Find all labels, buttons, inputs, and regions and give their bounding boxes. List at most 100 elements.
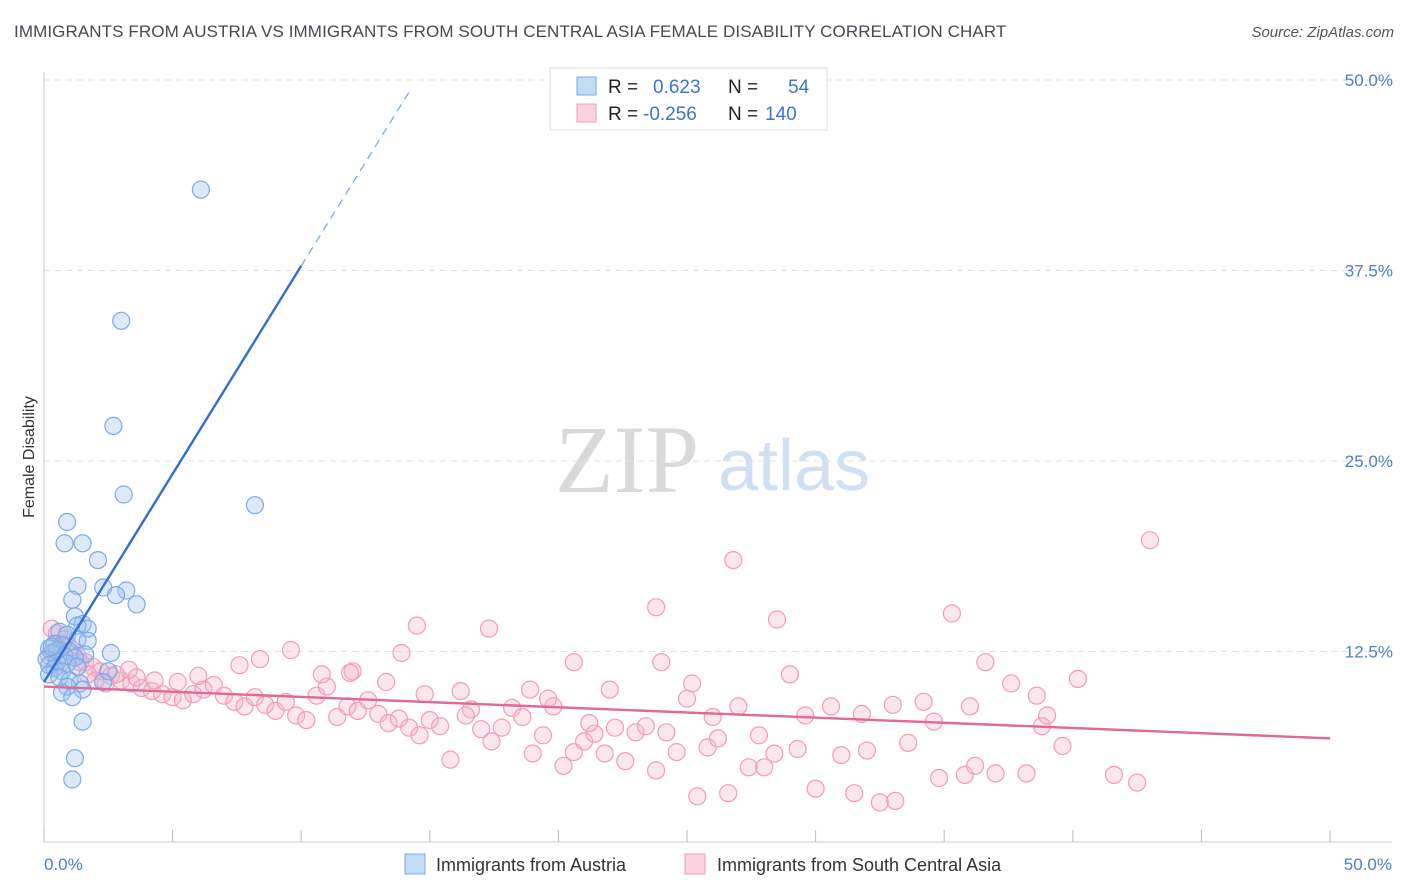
point-south-central-asia bbox=[392, 643, 411, 663]
point-south-central-asia bbox=[585, 724, 604, 743]
point-austria bbox=[63, 770, 82, 789]
point-austria bbox=[50, 668, 69, 687]
axes bbox=[43, 72, 1392, 843]
point-south-central-asia bbox=[899, 733, 918, 753]
point-south-central-asia bbox=[605, 718, 625, 737]
legend-n-value-austria: 54 bbox=[788, 77, 810, 98]
point-austria bbox=[112, 311, 131, 330]
bottom-legend-label-south-central-asia: Immigrants from South Central Asia bbox=[717, 855, 1002, 875]
watermark-atlas: atlas bbox=[718, 426, 870, 506]
point-austria bbox=[104, 416, 123, 435]
point-south-central-asia bbox=[788, 739, 807, 759]
point-south-central-asia bbox=[1017, 764, 1036, 783]
point-south-central-asia bbox=[431, 717, 450, 736]
legend-swatch-austria bbox=[576, 76, 597, 96]
point-south-central-asia bbox=[942, 604, 962, 623]
point-south-central-asia bbox=[870, 793, 890, 812]
point-south-central-asia bbox=[600, 680, 619, 699]
point-austria bbox=[106, 585, 126, 605]
y-tick-label: 25.0% bbox=[1345, 452, 1393, 471]
point-south-central-asia bbox=[287, 706, 306, 725]
bottom-legend-swatch-south-central-asia bbox=[684, 853, 706, 875]
point-south-central-asia bbox=[646, 598, 666, 617]
point-south-central-asia bbox=[479, 619, 499, 638]
point-austria bbox=[78, 631, 97, 650]
point-south-central-asia bbox=[245, 688, 264, 707]
watermark-zip: ZIP bbox=[555, 406, 699, 513]
point-south-central-asia bbox=[708, 729, 728, 748]
point-south-central-asia bbox=[729, 697, 748, 716]
point-south-central-asia bbox=[377, 672, 396, 692]
point-south-central-asia bbox=[250, 649, 270, 669]
point-south-central-asia bbox=[520, 680, 540, 699]
point-south-central-asia bbox=[832, 745, 851, 765]
chart-title: IMMIGRANTS FROM AUSTRIA VS IMMIGRANTS FR… bbox=[14, 22, 1007, 41]
point-south-central-asia bbox=[369, 704, 388, 724]
bottom-legend-swatch-austria bbox=[404, 853, 426, 875]
point-south-central-asia bbox=[646, 761, 666, 780]
legend-r-value-austria: 0.623 bbox=[653, 77, 701, 98]
point-south-central-asia bbox=[595, 744, 614, 763]
point-austria bbox=[245, 496, 264, 515]
point-south-central-asia bbox=[189, 666, 208, 686]
point-south-central-asia bbox=[574, 732, 594, 751]
point-south-central-asia bbox=[1053, 736, 1072, 756]
point-south-central-asia bbox=[472, 720, 491, 739]
point-south-central-asia bbox=[1140, 531, 1160, 550]
point-austria bbox=[63, 590, 82, 609]
point-south-central-asia bbox=[688, 787, 707, 806]
y-axis-tick-labels: 12.5% 25.0% 37.5% 50.0% bbox=[1345, 71, 1393, 662]
point-south-central-asia bbox=[626, 723, 645, 742]
point-south-central-asia bbox=[410, 726, 429, 745]
point-south-central-asia bbox=[297, 710, 316, 730]
point-south-central-asia bbox=[145, 671, 164, 690]
point-south-central-asia bbox=[1127, 773, 1147, 792]
point-south-central-asia bbox=[1001, 674, 1021, 693]
point-south-central-asia bbox=[765, 744, 784, 763]
point-south-central-asia bbox=[929, 768, 949, 788]
point-south-central-asia bbox=[1068, 669, 1088, 689]
bottom-legend: Immigrants from Austria Immigrants from … bbox=[404, 853, 1002, 875]
point-austria bbox=[94, 672, 113, 692]
point-south-central-asia bbox=[407, 616, 426, 635]
legend-swatch-south-central-asia bbox=[576, 103, 597, 123]
point-south-central-asia bbox=[677, 689, 697, 708]
point-austria bbox=[101, 643, 121, 663]
point-austria bbox=[73, 534, 92, 553]
point-austria bbox=[63, 688, 82, 707]
point-south-central-asia bbox=[456, 706, 475, 725]
point-south-central-asia bbox=[415, 685, 434, 704]
point-south-central-asia bbox=[682, 674, 702, 693]
point-south-central-asia bbox=[312, 665, 331, 684]
point-south-central-asia bbox=[657, 723, 676, 742]
point-austria bbox=[73, 712, 92, 731]
point-south-central-asia bbox=[235, 697, 254, 716]
point-south-central-asia bbox=[914, 692, 933, 711]
point-south-central-asia bbox=[482, 732, 501, 751]
point-austria bbox=[42, 637, 61, 657]
point-south-central-asia bbox=[184, 685, 203, 704]
point-austria bbox=[114, 485, 133, 504]
point-south-central-asia bbox=[703, 707, 722, 727]
point-south-central-asia bbox=[724, 550, 743, 570]
point-austria bbox=[88, 550, 108, 570]
point-south-central-asia bbox=[554, 756, 573, 775]
point-south-central-asia bbox=[1104, 765, 1124, 785]
point-south-central-asia bbox=[883, 695, 902, 714]
trend-lines bbox=[42, 87, 1331, 740]
point-south-central-asia bbox=[127, 668, 146, 687]
point-south-central-asia bbox=[441, 750, 460, 769]
point-south-central-asia bbox=[886, 791, 905, 811]
point-austria bbox=[117, 581, 136, 600]
point-south-central-asia bbox=[523, 744, 542, 763]
point-south-central-asia bbox=[821, 697, 841, 716]
point-south-central-asia bbox=[420, 710, 439, 730]
x-tick-label-min: 0.0% bbox=[44, 855, 83, 874]
point-south-central-asia bbox=[230, 656, 249, 675]
legend-r-label-south-central-asia: R = bbox=[608, 104, 638, 125]
point-south-central-asia bbox=[533, 726, 553, 745]
point-south-central-asia bbox=[749, 726, 769, 745]
point-south-central-asia bbox=[1027, 686, 1046, 705]
y-tick-label: 50.0% bbox=[1345, 71, 1393, 90]
